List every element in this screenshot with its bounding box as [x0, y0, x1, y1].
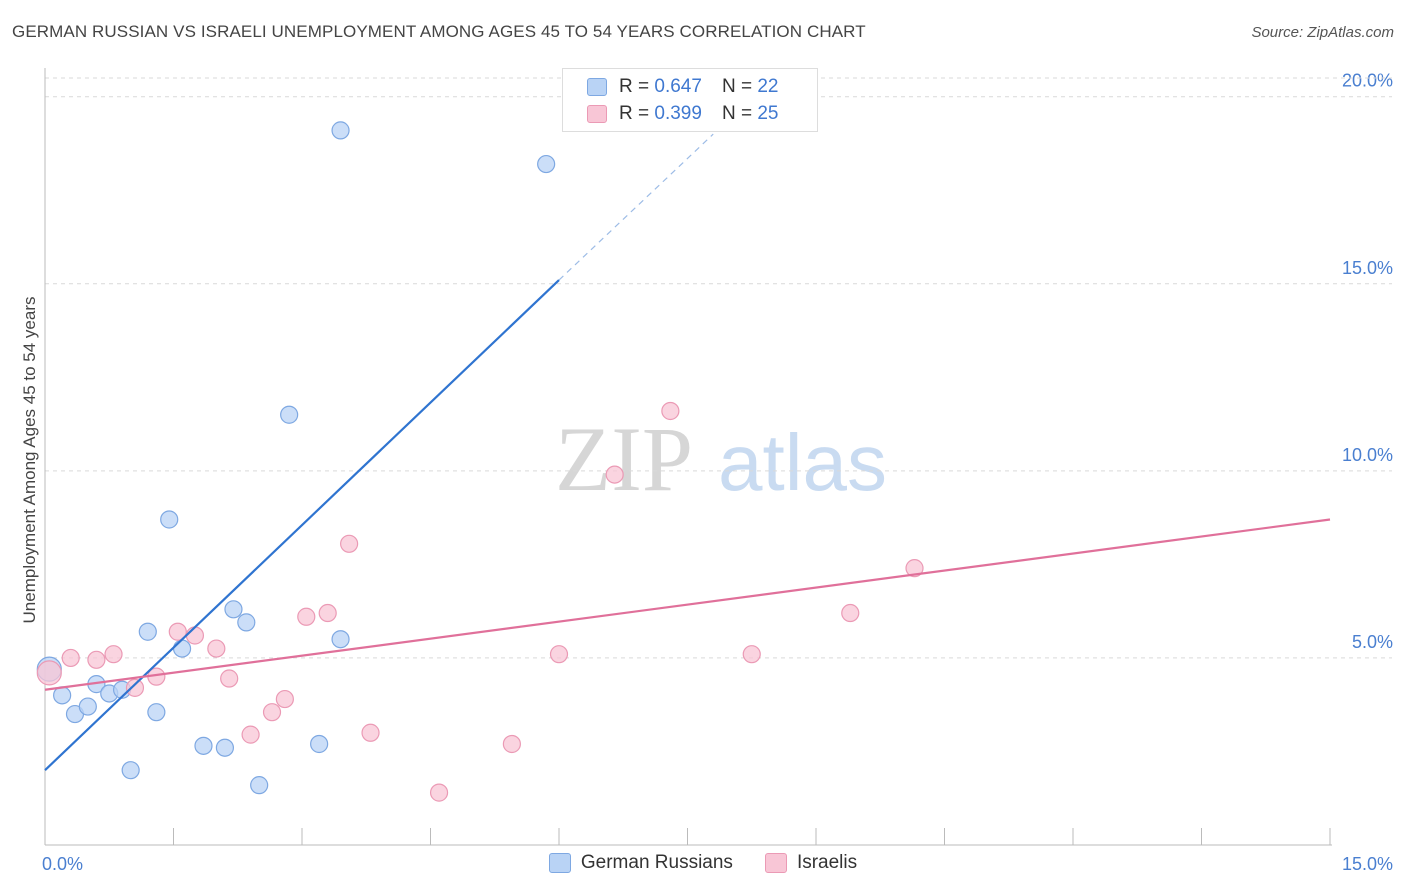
legend-row-israelis: R = 0.399 N = 25 [587, 102, 778, 126]
israeli-point [262, 703, 282, 722]
german-russian-point [331, 121, 350, 140]
german-russian-point [172, 639, 192, 658]
german-russian-point [147, 703, 166, 722]
watermark-atlas: atlas [718, 418, 887, 507]
german-russian-point [78, 697, 97, 716]
n-value: 22 [757, 76, 779, 97]
german-russian-point [53, 686, 72, 705]
r-value: 0.647 [654, 76, 702, 97]
israeli-point [361, 723, 380, 742]
israeli-point [275, 689, 294, 709]
r-label: R = [619, 103, 650, 124]
german-russian-point [310, 734, 329, 754]
y-tick-label: 5.0% [1352, 632, 1393, 652]
israeli-point [220, 669, 239, 688]
correlation-legend: R = 0.647 N = 22 R = 0.399 N = 25 [562, 68, 818, 132]
german-russian-point [160, 510, 179, 529]
legend-label: Israelis [796, 852, 858, 873]
x-tick-label: 15.0% [1342, 854, 1393, 874]
german-russian-trendline [44, 279, 560, 771]
y-tick-label: 10.0% [1342, 445, 1393, 465]
israeli-point [36, 660, 62, 686]
series-legend: German Russians Israelis [0, 852, 1406, 874]
german-russian-point [331, 630, 350, 649]
israeli-trendline [44, 518, 1331, 691]
n-label: N = [721, 103, 753, 124]
y-tick-label: 15.0% [1342, 258, 1393, 278]
y-tick-label: 20.0% [1342, 71, 1393, 91]
n-value: 25 [757, 103, 779, 124]
german-russian-point [250, 776, 269, 795]
german-russian-point [138, 622, 157, 641]
german-russian-point [194, 736, 213, 755]
german-russian-point [121, 761, 140, 780]
german-russian-point [537, 154, 556, 174]
pink-swatch-icon [764, 853, 787, 873]
watermark-zip: ZIP [555, 408, 693, 510]
pink-swatch-icon [587, 105, 607, 123]
r-value: 0.399 [654, 103, 702, 124]
chart-title: GERMAN RUSSIAN VS ISRAELI UNEMPLOYMENT A… [12, 22, 866, 41]
blue-swatch-icon [587, 78, 607, 96]
israeli-point [125, 678, 145, 697]
legend-label: German Russians [580, 852, 733, 873]
israeli-point [297, 607, 316, 626]
israeli-point [185, 626, 205, 645]
x-tick-label: 0.0% [42, 854, 83, 874]
israeli-point [61, 648, 80, 668]
israeli-point [742, 645, 761, 664]
german-russian-trendline-extension [558, 133, 714, 281]
israeli-point [104, 645, 123, 664]
israeli-point [241, 725, 260, 744]
israeli-point [502, 734, 521, 754]
israeli-point [340, 534, 359, 553]
israeli-point [168, 622, 187, 641]
legend-item-german-russians: German Russians [548, 852, 733, 874]
r-label: R = [619, 76, 650, 97]
israeli-point [605, 465, 624, 484]
german-russian-point [224, 600, 243, 619]
blue-swatch-icon [548, 853, 571, 873]
german-russian-point [237, 613, 256, 632]
legend-item-israelis: Israelis [764, 852, 858, 874]
israeli-point [318, 603, 337, 623]
israeli-point [207, 639, 226, 658]
israeli-point [661, 401, 680, 421]
israeli-point [841, 603, 860, 623]
israeli-point [905, 559, 924, 578]
israeli-point [429, 783, 449, 802]
n-label: N = [721, 76, 753, 97]
source-label: Source: ZipAtlas.com [1251, 24, 1394, 41]
israeli-point [87, 650, 106, 669]
legend-row-german-russians: R = 0.647 N = 22 [587, 75, 778, 99]
german-russian-point [215, 738, 234, 757]
israeli-point [549, 645, 569, 664]
german-russian-point [280, 405, 299, 424]
